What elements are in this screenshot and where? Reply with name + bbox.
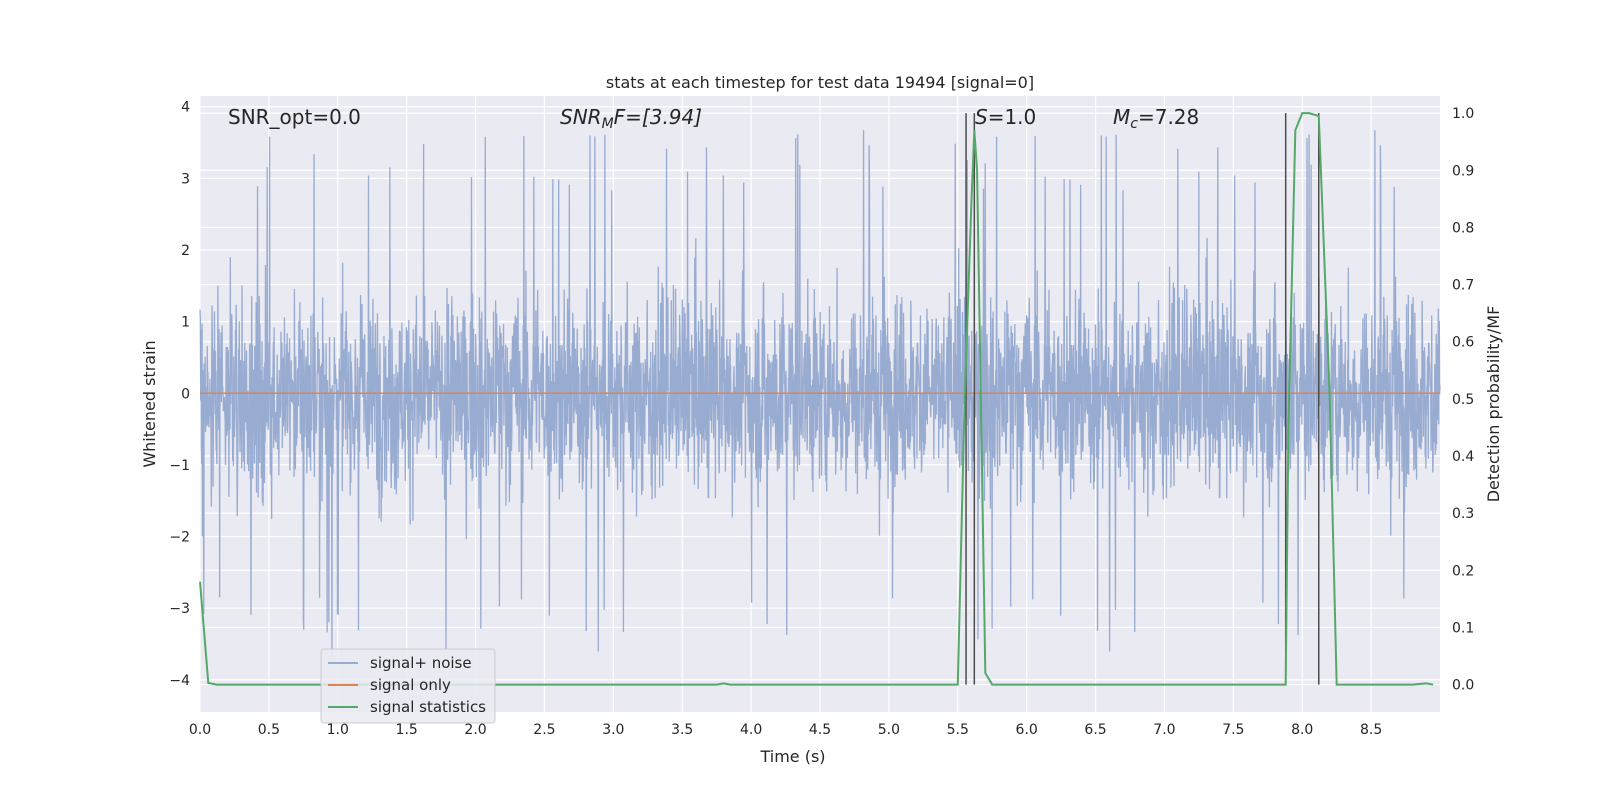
- x-tick-label: 7.5: [1222, 722, 1244, 738]
- x-tick-label: 1.0: [327, 722, 349, 738]
- x-tick-label: 2.5: [533, 722, 555, 738]
- x-tick-label: 3.0: [602, 722, 624, 738]
- series-signal-statistics: [199, 112, 1434, 686]
- y-axis-label-left: Whitened strain: [140, 340, 159, 467]
- y-tick-label-right: 0.1: [1452, 620, 1474, 636]
- chart-title: stats at each timestep for test data 194…: [606, 73, 1034, 92]
- x-tick-label: 8.0: [1291, 722, 1313, 738]
- legend-box: [320, 648, 496, 724]
- y-tick-label-left: 3: [181, 171, 190, 187]
- x-tick-label: 4.0: [740, 722, 762, 738]
- x-tick-label: 8.5: [1360, 722, 1382, 738]
- x-tick-label: 6.5: [1084, 722, 1106, 738]
- x-axis-label: Time (s): [759, 747, 825, 766]
- annotation-s: S=1.0: [975, 105, 1036, 129]
- y-tick-label-right: 0.2: [1452, 563, 1474, 579]
- y-tick-label-left: −1: [169, 458, 190, 474]
- annotation-mc: Mc=7.28: [1113, 105, 1199, 132]
- tick-labels: 0.0 0.5 1.0 1.5 2.0 2.5 3.0 3.5 4.0 4.5 5.0 5.5 6.0 6…: [169, 100, 1474, 738]
- y-tick-label-right: 0.0: [1452, 678, 1474, 694]
- y-axis-label-right: Detection probability/MF: [1484, 306, 1503, 503]
- annotation-snr-mf: SNRMF=[3.94]: [560, 105, 702, 132]
- y-tick-label-right: 0.7: [1452, 278, 1474, 294]
- y-tick-label-right: 0.8: [1452, 220, 1474, 236]
- y-tick-label-left: −2: [169, 530, 190, 546]
- y-tick-label-left: 1: [181, 315, 190, 331]
- x-tick-label: 3.5: [671, 722, 693, 738]
- y-tick-label-right: 0.9: [1452, 163, 1474, 179]
- x-tick-label: 5.0: [878, 722, 900, 738]
- x-tick-label: 2.0: [464, 722, 486, 738]
- y-tick-label-right: 0.5: [1452, 392, 1474, 408]
- y-tick-label-left: −3: [169, 601, 190, 617]
- legend-label-signal-only: signal only: [370, 676, 451, 694]
- y-tick-label-left: 4: [181, 100, 190, 116]
- x-tick-label: 6.0: [1016, 722, 1038, 738]
- vertical-markers: [965, 113, 1320, 685]
- line-signal-noise: [199, 130, 1441, 658]
- x-tick-label: 4.5: [809, 722, 831, 738]
- y-tick-label-right: 0.3: [1452, 506, 1474, 522]
- x-tick-label: 7.0: [1153, 722, 1175, 738]
- y-tick-label-left: 2: [181, 243, 190, 259]
- y-tick-label-right: 1.0: [1452, 106, 1474, 122]
- x-tick-label: 0.5: [258, 722, 280, 738]
- annotation-snr-opt: SNR_opt=0.0: [228, 105, 361, 129]
- x-tick-label: 5.5: [947, 722, 969, 738]
- x-tick-label: 1.5: [396, 722, 418, 738]
- legend-label-signal-noise: signal+ noise: [370, 654, 472, 672]
- legend-label-signal-statistics: signal statistics: [370, 698, 486, 716]
- y-tick-label-left: 0: [181, 386, 190, 402]
- line-signal-statistics: [199, 112, 1434, 686]
- legend: signal+ noise signal only signal statist…: [320, 648, 496, 724]
- y-tick-label-right: 0.4: [1452, 449, 1474, 465]
- y-tick-label-left: −4: [169, 673, 190, 689]
- x-tick-label: 0.0: [189, 722, 211, 738]
- series-signal-noise: [199, 130, 1441, 658]
- y-tick-label-right: 0.6: [1452, 335, 1474, 351]
